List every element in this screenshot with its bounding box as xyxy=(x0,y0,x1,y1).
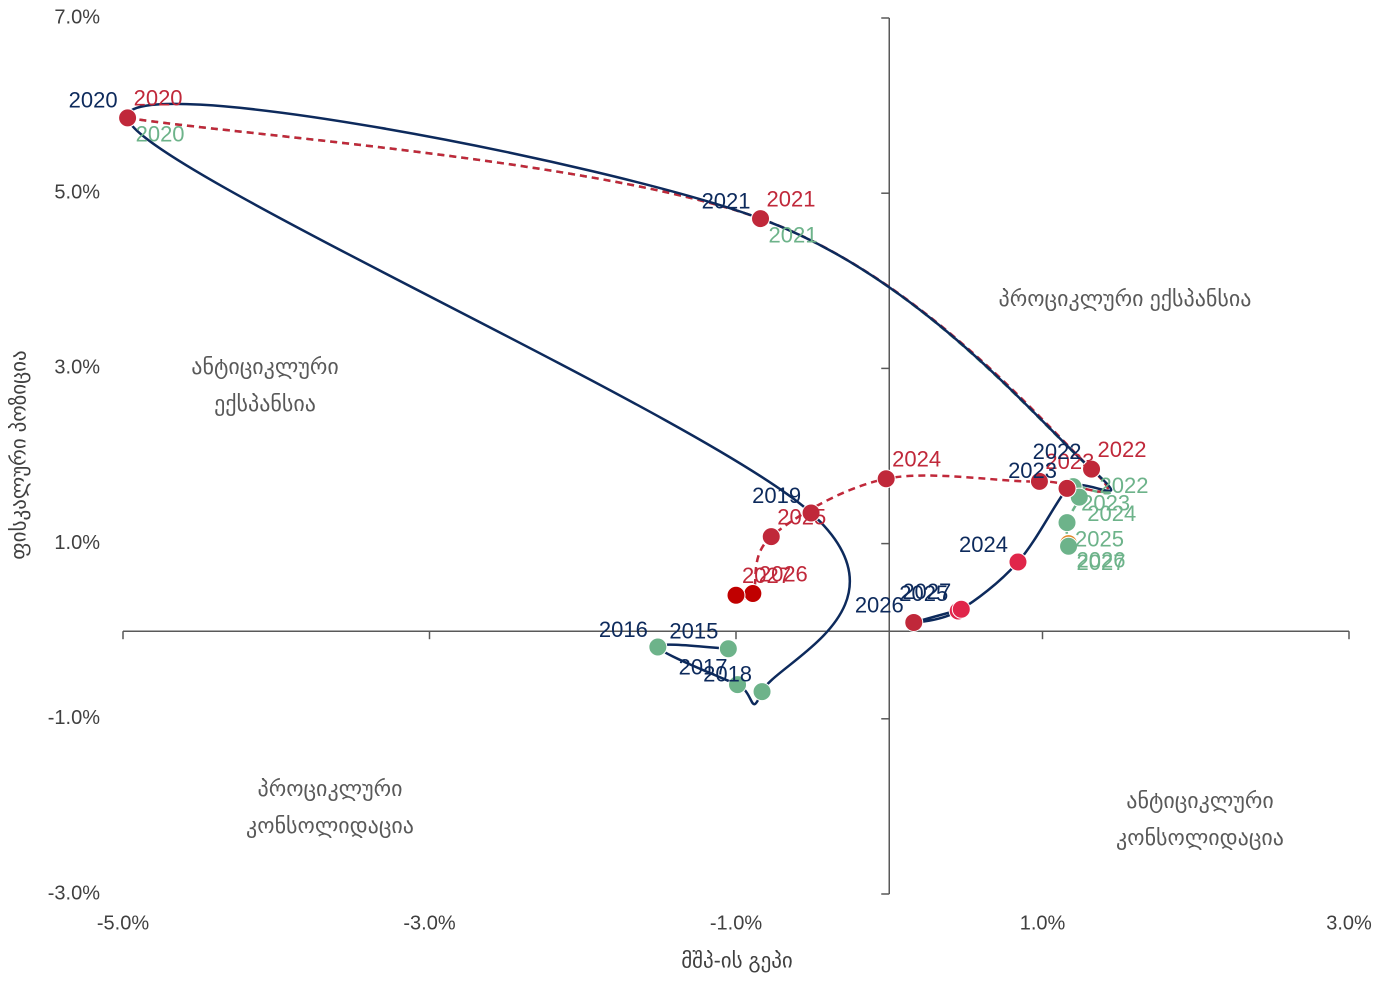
point-label: 2021 xyxy=(702,188,751,213)
point-label: 2023 xyxy=(1081,490,1130,515)
quadrant-label: ანტიციკლური xyxy=(1126,788,1273,813)
point-label: 2026 xyxy=(759,561,808,586)
y-axis-title: ფისკალური პოზიცია xyxy=(7,350,31,559)
point xyxy=(1057,513,1077,533)
point-label: 2025 xyxy=(1075,526,1124,551)
point-label: 2024 xyxy=(959,532,1008,557)
point-label: 2027 xyxy=(742,563,791,588)
point-label: 2022 xyxy=(1033,439,1082,464)
x-tick-label: 1.0% xyxy=(1020,912,1066,934)
point xyxy=(1057,478,1077,498)
quadrant-label: პროციკლური xyxy=(258,776,403,801)
point-label: 2020 xyxy=(136,122,185,147)
point-label: 2022 xyxy=(1098,437,1147,462)
point-label: 2026 xyxy=(1077,547,1126,572)
point-label: 2021 xyxy=(767,186,816,211)
point xyxy=(904,612,924,632)
point-label: 2026 xyxy=(855,592,904,617)
point xyxy=(648,637,668,657)
y-tick-label: -1.0% xyxy=(48,707,100,729)
point-label: 2024 xyxy=(1087,501,1136,526)
point xyxy=(728,675,748,695)
point-label: 2021 xyxy=(769,222,818,247)
point xyxy=(751,209,771,229)
quadrant-label: ანტიციკლური xyxy=(191,354,338,379)
point xyxy=(761,527,781,547)
point-label: 2020 xyxy=(134,86,183,111)
point xyxy=(1059,536,1079,556)
y-tick-label: -3.0% xyxy=(48,882,100,904)
point-label: 2022 xyxy=(1100,473,1149,498)
point xyxy=(118,108,138,128)
x-tick-label: -5.0% xyxy=(97,912,149,934)
point-label: 2024 xyxy=(892,447,941,472)
x-tick-label: 3.0% xyxy=(1326,912,1372,934)
x-tick-label: -3.0% xyxy=(403,912,455,934)
y-tick-label: 3.0% xyxy=(54,357,100,379)
point-label: 2027 xyxy=(902,579,951,604)
point-label: 2027 xyxy=(1077,550,1126,575)
point xyxy=(718,639,738,659)
y-tick-label: 7.0% xyxy=(54,6,100,28)
quadrant-label: ექსპანსია xyxy=(214,391,316,416)
point xyxy=(752,682,772,702)
quadrant-label: კონსოლიდაცია xyxy=(1116,825,1284,850)
point-label: 2023 xyxy=(1008,458,1057,483)
y-tick-label: 1.0% xyxy=(54,532,100,554)
point-label: 2019 xyxy=(752,483,801,508)
point xyxy=(876,469,896,489)
point-label: 2023 xyxy=(1045,449,1094,474)
point xyxy=(1008,552,1028,572)
x-axis-title: მშპ-ის გეპი xyxy=(681,950,793,973)
point-label: 2017 xyxy=(679,654,728,679)
quadrant-label: პროციკლური ექსპანსია xyxy=(999,286,1252,311)
point-label: 2015 xyxy=(669,619,718,644)
point xyxy=(951,599,971,619)
point-label: 2025 xyxy=(899,581,948,606)
point-label: 2018 xyxy=(703,661,752,686)
point xyxy=(801,503,821,523)
point xyxy=(726,585,746,605)
point xyxy=(1082,459,1102,479)
point xyxy=(1029,471,1049,491)
x-tick-label: -1.0% xyxy=(710,912,762,934)
point-label: 2025 xyxy=(777,504,826,529)
y-tick-label: 5.0% xyxy=(54,181,100,203)
point-label: 2020 xyxy=(69,88,118,113)
quadrant-label: კონსოლიდაცია xyxy=(246,813,414,838)
point-label: 2016 xyxy=(599,617,648,642)
